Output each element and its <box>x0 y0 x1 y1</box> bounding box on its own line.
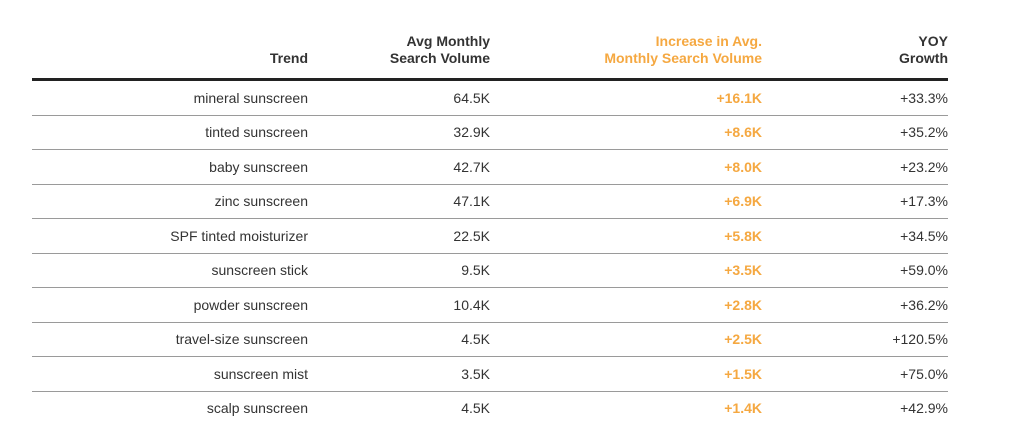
table-row: sunscreen mist 3.5K +1.5K +75.0% <box>32 357 948 392</box>
cell-yoy-growth: +42.9% <box>762 391 948 425</box>
header-avg-volume-line-2: Search Volume <box>308 50 490 67</box>
cell-yoy-growth: +23.2% <box>762 150 948 185</box>
table-row: zinc sunscreen 47.1K +6.9K +17.3% <box>32 184 948 219</box>
cell-increase: +3.5K <box>490 253 762 288</box>
cell-trend: zinc sunscreen <box>32 184 308 219</box>
cell-trend: sunscreen stick <box>32 253 308 288</box>
table-header: Trend Avg Monthly Search Volume Increase… <box>32 0 948 80</box>
header-avg-volume-line-1: Avg Monthly <box>308 33 490 50</box>
cell-avg-volume: 42.7K <box>308 150 490 185</box>
cell-increase: +5.8K <box>490 219 762 254</box>
table-row: tinted sunscreen 32.9K +8.6K +35.2% <box>32 115 948 150</box>
cell-trend: travel-size sunscreen <box>32 322 308 357</box>
cell-increase: +1.4K <box>490 391 762 425</box>
header-increase-in-avg-volume: Increase in Avg. Monthly Search Volume <box>490 0 762 80</box>
cell-yoy-growth: +17.3% <box>762 184 948 219</box>
table-row: sunscreen stick 9.5K +3.5K +59.0% <box>32 253 948 288</box>
table-row: mineral sunscreen 64.5K +16.1K +33.3% <box>32 80 948 116</box>
cell-avg-volume: 3.5K <box>308 357 490 392</box>
header-yoy-line-1: YOY <box>762 33 948 50</box>
table-row: baby sunscreen 42.7K +8.0K +23.2% <box>32 150 948 185</box>
table-row: travel-size sunscreen 4.5K +2.5K +120.5% <box>32 322 948 357</box>
cell-increase: +8.6K <box>490 115 762 150</box>
header-trend: Trend <box>32 0 308 80</box>
table-row: powder sunscreen 10.4K +2.8K +36.2% <box>32 288 948 323</box>
cell-yoy-growth: +33.3% <box>762 80 948 116</box>
cell-increase: +8.0K <box>490 150 762 185</box>
header-increase-line-2: Monthly Search Volume <box>490 50 762 67</box>
table-row: SPF tinted moisturizer 22.5K +5.8K +34.5… <box>32 219 948 254</box>
cell-trend: scalp sunscreen <box>32 391 308 425</box>
cell-trend: SPF tinted moisturizer <box>32 219 308 254</box>
cell-yoy-growth: +34.5% <box>762 219 948 254</box>
cell-trend: tinted sunscreen <box>32 115 308 150</box>
cell-trend: sunscreen mist <box>32 357 308 392</box>
cell-yoy-growth: +59.0% <box>762 253 948 288</box>
header-increase-line-1: Increase in Avg. <box>490 33 762 50</box>
cell-yoy-growth: +36.2% <box>762 288 948 323</box>
cell-increase: +2.8K <box>490 288 762 323</box>
cell-avg-volume: 64.5K <box>308 80 490 116</box>
cell-increase: +1.5K <box>490 357 762 392</box>
header-yoy-growth: YOY Growth <box>762 0 948 80</box>
cell-avg-volume: 10.4K <box>308 288 490 323</box>
cell-avg-volume: 9.5K <box>308 253 490 288</box>
trend-table-container: Trend Avg Monthly Search Volume Increase… <box>32 0 948 425</box>
header-row: Trend Avg Monthly Search Volume Increase… <box>32 0 948 80</box>
table-body: mineral sunscreen 64.5K +16.1K +33.3% ti… <box>32 80 948 425</box>
header-avg-monthly-search-volume: Avg Monthly Search Volume <box>308 0 490 80</box>
cell-increase: +2.5K <box>490 322 762 357</box>
cell-avg-volume: 4.5K <box>308 391 490 425</box>
table-row: scalp sunscreen 4.5K +1.4K +42.9% <box>32 391 948 425</box>
cell-avg-volume: 4.5K <box>308 322 490 357</box>
cell-trend: mineral sunscreen <box>32 80 308 116</box>
header-yoy-line-2: Growth <box>762 50 948 67</box>
cell-avg-volume: 47.1K <box>308 184 490 219</box>
header-trend-line-1: Trend <box>32 50 308 67</box>
cell-avg-volume: 32.9K <box>308 115 490 150</box>
cell-yoy-growth: +75.0% <box>762 357 948 392</box>
cell-trend: powder sunscreen <box>32 288 308 323</box>
cell-yoy-growth: +35.2% <box>762 115 948 150</box>
sunscreen-trends-table: Trend Avg Monthly Search Volume Increase… <box>32 0 948 425</box>
cell-yoy-growth: +120.5% <box>762 322 948 357</box>
cell-increase: +16.1K <box>490 80 762 116</box>
cell-increase: +6.9K <box>490 184 762 219</box>
cell-avg-volume: 22.5K <box>308 219 490 254</box>
cell-trend: baby sunscreen <box>32 150 308 185</box>
